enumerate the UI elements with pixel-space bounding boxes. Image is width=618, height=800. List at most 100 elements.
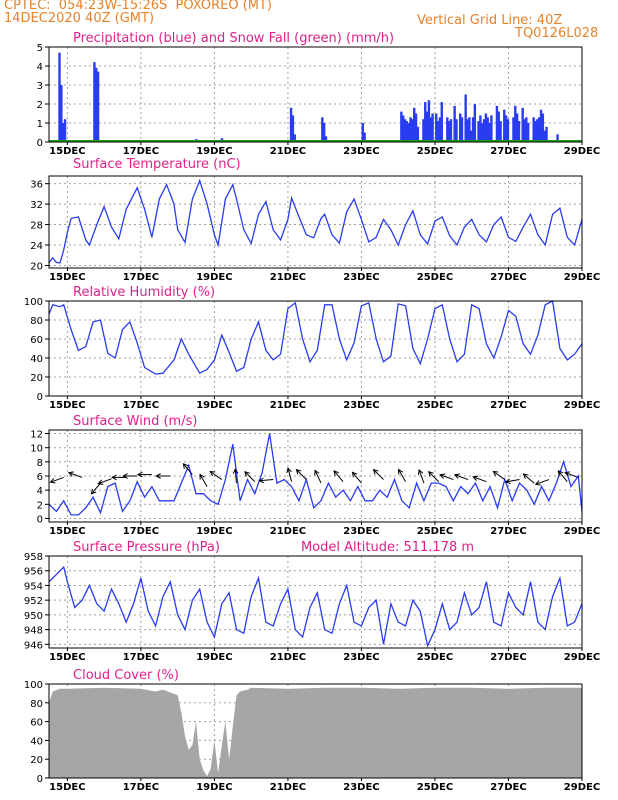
wind-vector-head [492,470,499,477]
precip-bar [537,117,541,142]
x-tick-label: 19DEC [196,782,232,793]
x-tick-label: 17DEC [123,146,159,157]
wind-vector [454,474,469,481]
precip-bar [464,94,467,142]
y-tick-label: 946 [24,640,43,651]
precip-bar [490,115,493,142]
precip-bar [363,132,366,142]
precip-bar [324,136,328,142]
y-tick-label: 80 [30,316,43,327]
precip-bar [503,109,506,142]
precip-bar [495,105,499,142]
precip-bar [425,111,429,142]
wind-vector [428,471,439,483]
precip-bar [466,119,469,142]
y-tick-label: 0 [37,138,43,149]
precip-bar [407,123,410,142]
model-altitude: Model Altitude: 511.178 m [301,540,474,555]
x-tick-label: 19DEC [196,272,232,283]
x-tick-label: 29DEC [564,652,600,663]
precip-bar [514,105,517,142]
precip-bar [95,67,98,142]
precip-bar [504,115,508,142]
temp-title: Surface Temperature (nC) [73,157,241,172]
rh-frame [48,300,583,397]
x-tick-label: 17DEC [123,526,159,537]
pres-frame [48,555,583,649]
precip-bar [515,113,519,142]
x-tick-label: 15DEC [49,146,85,157]
wind-vector [259,479,274,482]
wind-vector-head [49,478,56,484]
precip-bar [438,117,442,142]
wind-vector-head [122,473,128,479]
precip-bar [321,117,324,142]
precip-bar [416,126,420,142]
precip-bar [63,119,67,142]
wind-vector [296,469,307,480]
y-tick-label: 0 [37,514,43,525]
y-tick-label: 100 [24,680,43,691]
y-tick-label: 5 [37,43,43,54]
x-tick-label: 29DEC [564,526,600,537]
y-tick-label: 948 [24,626,43,637]
wind-vector-head [199,473,205,480]
wind-vector-head [351,471,358,478]
x-tick-label: 15DEC [49,526,85,537]
precip-frame [48,46,583,143]
x-tick-label: 25DEC [417,272,453,283]
wind-vector-head [209,470,216,477]
wind-vector-head [534,480,541,486]
precip-bar [401,115,405,142]
header-station: CPTEC: 054:23W-15:26S POXOREO (MT) [4,0,272,13]
x-tick-label: 17DEC [123,652,159,663]
x-tick-label: 29DEC [564,782,600,793]
x-tick-label: 29DEC [564,146,600,157]
precip-bar [455,119,458,142]
precip-bar [525,117,528,142]
wind-vector [557,470,568,482]
precip-bar [60,85,63,142]
wind-vector-head [428,471,434,477]
wind-vector-head [232,468,239,474]
precip-bar [526,123,530,142]
y-tick-label: 958 [24,552,43,563]
wind-vector-head [97,479,104,485]
wind-vector-head [564,471,571,477]
y-tick-label: 2 [37,500,43,511]
precip-bar [481,123,484,142]
cloud-title: Cloud Cover (%) [73,668,179,683]
precip-bar [414,113,418,142]
x-tick-label: 23DEC [343,782,379,793]
header-grid-line: Vertical Grid Line: 40Z [417,13,563,28]
wind-vector [440,474,454,481]
precip-bar [289,107,293,142]
precip-bar [58,52,61,143]
precip-bar [536,119,539,142]
wind-vector-head [286,467,292,474]
y-tick-label: 952 [24,596,43,607]
y-tick-label: 950 [24,611,43,622]
wind-vector-head [295,468,302,475]
y-tick-label: 6 [37,472,43,483]
y-tick-label: 3 [37,81,43,92]
x-tick-label: 21DEC [270,652,306,663]
precip-bar [291,115,295,142]
precip-bar [431,113,434,142]
x-tick-label: 25DEC [417,526,453,537]
rh-title: Relative Humidity (%) [73,285,215,300]
precip-bar [469,130,473,142]
temp-line [48,178,583,264]
y-tick-label: 20 [30,373,43,384]
y-tick-label: 1 [37,119,43,130]
x-tick-label: 21DEC [270,526,306,537]
x-tick-label: 29DEC [564,272,600,283]
wind-vector [91,482,101,495]
precip-bar [482,119,486,142]
y-tick-label: 100 [24,297,43,308]
wind-vector [68,472,83,478]
wind-vector-head [439,473,446,479]
wind-vector [182,463,193,475]
y-tick-label: 36 [30,180,43,191]
wind-frame [48,429,583,523]
